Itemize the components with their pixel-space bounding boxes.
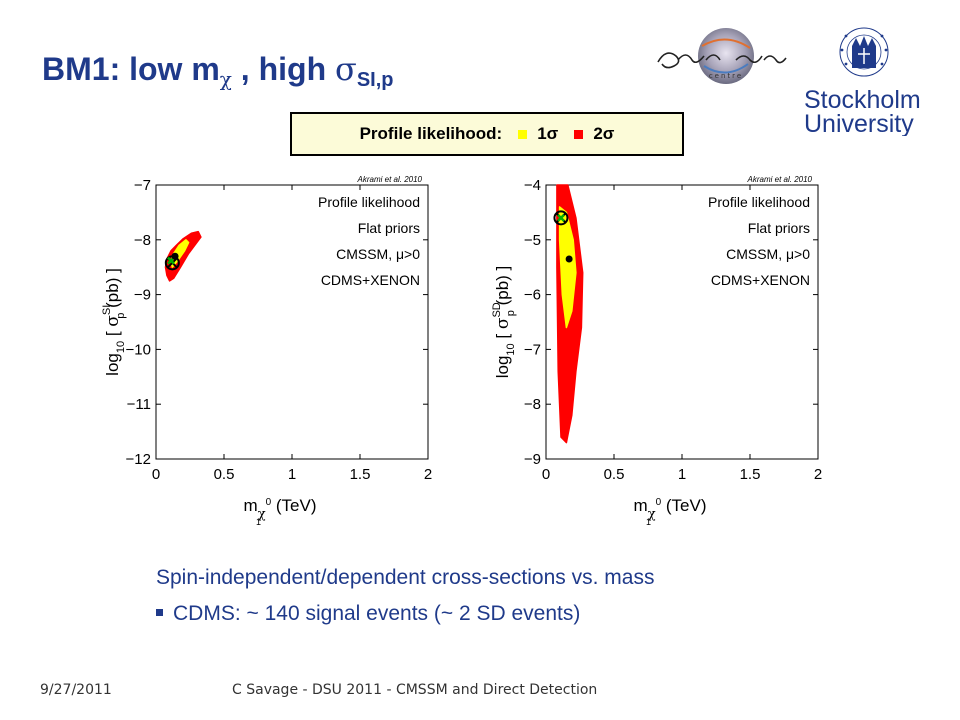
legend-1sigma-swatch [518,129,528,139]
annotation-label: CMSSM, μ>0 [726,246,810,262]
annotation-label: Profile likelihood [708,194,810,210]
posterior-mean-marker [565,255,573,263]
y-tick-label: −8 [524,396,541,413]
citation-label: Akrami et al. 2010 [747,175,813,184]
x-axis-label: mχ0 (TeV) [634,496,707,522]
caption-text: Spin-independent/dependent cross-section… [156,566,655,589]
x-tick-label: 1.5 [740,466,761,483]
legend-2sigma-swatch [574,129,584,139]
stockholm-text: Stockholm [804,86,921,114]
x-tick-label: 0.5 [604,466,625,483]
y-tick-label: −6 [524,287,541,304]
x-tick-label: 2 [814,466,822,483]
annotation-label: Flat priors [358,220,420,236]
x-tick-label: 2 [424,466,432,483]
y-tick-label: −11 [127,396,151,413]
y-tick-label: −9 [134,287,151,304]
footer-date: 9/27/2011 [40,682,112,698]
citation-label: Akrami et al. 2010 [357,175,423,184]
chart-sd-cross-section: 0 0.5 1 1.5 2 −9 −8 −7 −6 −5 −4 Akrami et al. 2010 P… [491,175,822,527]
university-text: University [804,110,914,136]
profile-likelihood-legend: Profile likelihood: 1σ 2σ [290,112,684,156]
oskar-klein-centre-logo: centre [657,28,787,84]
y-tick-label: −10 [126,341,151,358]
chart-si-cross-section: 0 0.5 1 1.5 2 −12 −11 −10 −9 −8 −7 Akrami et al. 20… [101,175,432,527]
x-tick-label: 1 [288,466,296,483]
y-tick-label: −7 [134,177,151,194]
annotation-label: CDMS+XENON [711,272,810,288]
legend-1sigma-label: 1σ [537,124,559,143]
y-tick-label: −5 [524,232,541,249]
bullet-item: CDMS: ~ 140 signal events (~ 2 SD events… [156,602,580,626]
y-tick-label: −12 [126,451,151,468]
annotation-label: Profile likelihood [318,194,420,210]
y-tick-label: −7 [524,341,541,358]
annotation-label: CMSSM, μ>0 [336,246,420,262]
y-tick-label: −8 [134,232,151,249]
x-tick-label: 0.5 [214,466,235,483]
x-tick-label: 1 [678,466,686,483]
best-fit-marker [553,210,569,226]
benchmark-marker [557,213,565,222]
footer-text: C Savage - DSU 2011 - CMSSM and Direct D… [232,682,598,698]
x-tick-label: 1.5 [350,466,371,483]
posterior-mean-marker [171,252,179,260]
annotation-label: CDMS+XENON [321,272,420,288]
x-tick-label: 0 [542,466,550,483]
x-axis-label-subscript: 1 [646,517,651,527]
annotation-label: Flat priors [748,220,810,236]
x-axis-label-subscript: 1 [256,517,261,527]
svg-text:centre: centre [709,72,743,80]
bullet-text: CDMS: ~ 140 signal events (~ 2 SD events… [173,602,581,625]
region-1sigma [558,206,577,329]
y-axis-label: log10 [ σSD p (pb) ] [491,266,517,379]
y-axis-label: log10 [ σSIp (pb) ] [101,268,127,376]
y-tick-label: −4 [524,177,541,194]
stockholm-university-logo: Stockholm University [804,27,921,136]
x-tick-label: 0 [152,466,160,483]
x-axis-label: mχ0 (TeV) [244,496,317,522]
legend-label: Profile likelihood: [359,124,503,143]
legend-2sigma-label: 2σ [593,124,615,143]
y-tick-label: −9 [524,451,541,468]
slide-title: BM1: low mχ , high σSI,p [42,50,394,91]
bullet-square-icon [156,609,163,616]
